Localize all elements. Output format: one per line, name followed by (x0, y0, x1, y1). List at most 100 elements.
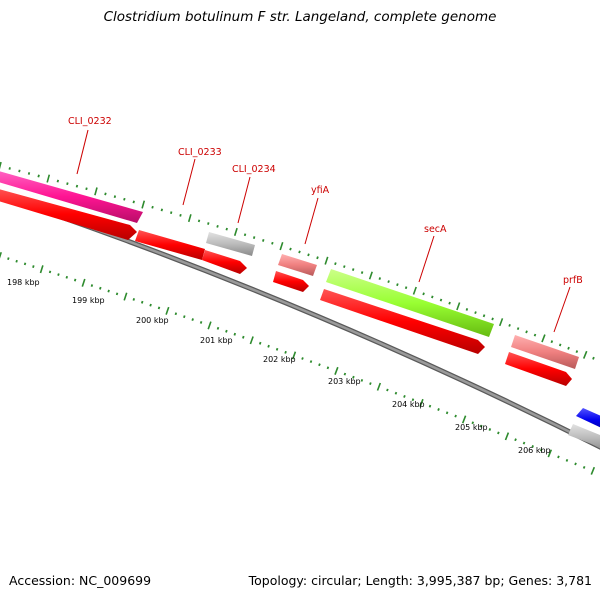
gene-seca-feature[interactable] (326, 269, 494, 337)
inner-major-tick (207, 321, 212, 330)
inner-minor-tick (140, 300, 144, 304)
gene-blue-feature[interactable] (576, 408, 600, 432)
cds-1[interactable] (0, 188, 137, 240)
outer-minor-tick (575, 350, 579, 354)
cds-strand (0, 188, 600, 451)
gene-label-yfia[interactable]: yfiA (311, 185, 330, 196)
inner-minor-tick (90, 284, 94, 287)
kbp-label-199: 199 kbp (72, 296, 105, 305)
inner-minor-tick (428, 404, 432, 408)
cds-3[interactable] (202, 250, 247, 274)
outer-minor-tick (104, 192, 107, 196)
inner-major-tick (291, 351, 297, 360)
inner-minor-tick (522, 441, 526, 445)
outer-minor-tick (439, 298, 443, 302)
inner-major-tick (419, 398, 424, 407)
inner-minor-tick (23, 262, 27, 266)
inner-minor-tick (318, 363, 321, 367)
gene-label-prfb[interactable]: prfB (563, 275, 583, 286)
gene-label-cli-0234[interactable]: CLI_0234 (232, 164, 276, 175)
inner-major-tick (0, 251, 2, 259)
gene-label-cli-0232[interactable]: CLI_0232 (68, 116, 112, 127)
outer-major-tick (0, 161, 2, 170)
inner-minor-tick (471, 421, 475, 425)
outer-minor-tick (525, 330, 528, 334)
cds-2[interactable] (135, 230, 205, 260)
outer-minor-tick (343, 265, 346, 269)
inner-minor-tick (326, 366, 330, 370)
outer-minor-tick (387, 280, 390, 284)
gene-label-seca[interactable]: secA (424, 224, 447, 235)
outer-minor-tick (491, 317, 494, 321)
kbp-label-204: 204 kbp (392, 400, 425, 409)
inner-minor-tick (275, 347, 279, 351)
outer-tick-ruler (0, 161, 595, 360)
outer-major-tick (141, 200, 146, 209)
outer-minor-tick (404, 286, 408, 290)
gene-label-cli-0233[interactable]: CLI_0233 (178, 147, 222, 158)
outer-minor-tick (316, 256, 319, 260)
outer-major-tick (456, 302, 461, 311)
inner-minor-tick (191, 318, 194, 321)
outer-minor-tick (151, 205, 154, 209)
outer-minor-tick (592, 356, 595, 360)
outer-major-tick (233, 227, 238, 237)
inner-minor-tick (386, 388, 389, 392)
gene-cli-0232-feature[interactable] (0, 170, 143, 223)
inner-minor-tick (574, 462, 577, 466)
outer-minor-tick (378, 277, 382, 280)
inner-minor-tick (216, 326, 220, 330)
inner-major-tick (504, 432, 510, 441)
accession-text: Accession: NC_009699 (9, 573, 152, 588)
inner-minor-tick (65, 275, 69, 279)
inner-minor-tick (284, 350, 287, 354)
outer-major-tick (46, 174, 51, 183)
inner-minor-tick (73, 278, 77, 282)
kbp-label-206: 206 kbp (518, 446, 551, 455)
cds-4[interactable] (273, 271, 309, 292)
outer-major-tick (368, 271, 373, 280)
outer-minor-tick (448, 301, 451, 305)
inner-minor-tick (539, 448, 543, 452)
outer-minor-tick (422, 292, 425, 296)
inner-minor-tick (132, 298, 136, 301)
inner-minor-tick (174, 312, 178, 316)
outer-minor-tick (225, 227, 228, 231)
inner-minor-tick (531, 445, 534, 448)
inner-minor-tick (411, 398, 415, 402)
outer-minor-tick (431, 295, 434, 299)
outer-minor-tick (160, 208, 164, 212)
forward-strand-genes (0, 170, 600, 432)
inner-minor-tick (199, 321, 203, 324)
outer-minor-tick (37, 174, 40, 178)
inner-minor-tick (267, 344, 270, 348)
outer-major-tick (324, 256, 329, 265)
inner-minor-tick (149, 303, 152, 307)
inner-minor-tick (57, 273, 60, 276)
cds-6[interactable] (505, 352, 572, 386)
outer-minor-tick (508, 323, 511, 327)
inner-major-tick (249, 336, 254, 345)
inner-minor-tick (394, 391, 398, 395)
gene-prfb-feature[interactable] (511, 335, 579, 369)
gene-yfia-feature[interactable] (278, 254, 317, 276)
inner-minor-tick (32, 265, 35, 268)
cds-5[interactable] (320, 289, 485, 354)
outer-minor-tick (482, 314, 486, 318)
outer-minor-tick (56, 179, 60, 183)
gray-feature-right[interactable] (568, 424, 600, 451)
outer-minor-tick (558, 343, 562, 347)
outer-major-tick (498, 318, 504, 327)
outer-minor-tick (334, 262, 337, 266)
gene-cli-0234-feature[interactable] (206, 232, 255, 256)
kbp-label-203: 203 kbp (328, 377, 361, 386)
outer-minor-tick (216, 224, 219, 228)
kbp-label-202: 202 kbp (263, 355, 296, 364)
outer-minor-tick (66, 182, 69, 186)
outer-minor-tick (307, 253, 310, 257)
inner-minor-tick (48, 270, 52, 274)
inner-minor-tick (183, 315, 186, 319)
outer-minor-tick (252, 236, 256, 239)
outer-minor-tick (27, 172, 31, 175)
